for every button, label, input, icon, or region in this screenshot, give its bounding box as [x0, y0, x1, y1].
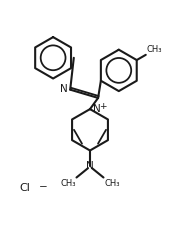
- Text: +: +: [99, 102, 107, 111]
- Text: N: N: [86, 161, 94, 171]
- Text: −: −: [39, 182, 48, 192]
- Text: Cl: Cl: [20, 183, 31, 193]
- Text: CH₃: CH₃: [60, 179, 76, 188]
- Text: CH₃: CH₃: [147, 45, 162, 54]
- Text: N: N: [60, 84, 67, 94]
- Text: N: N: [93, 104, 101, 114]
- Text: CH₃: CH₃: [104, 179, 120, 188]
